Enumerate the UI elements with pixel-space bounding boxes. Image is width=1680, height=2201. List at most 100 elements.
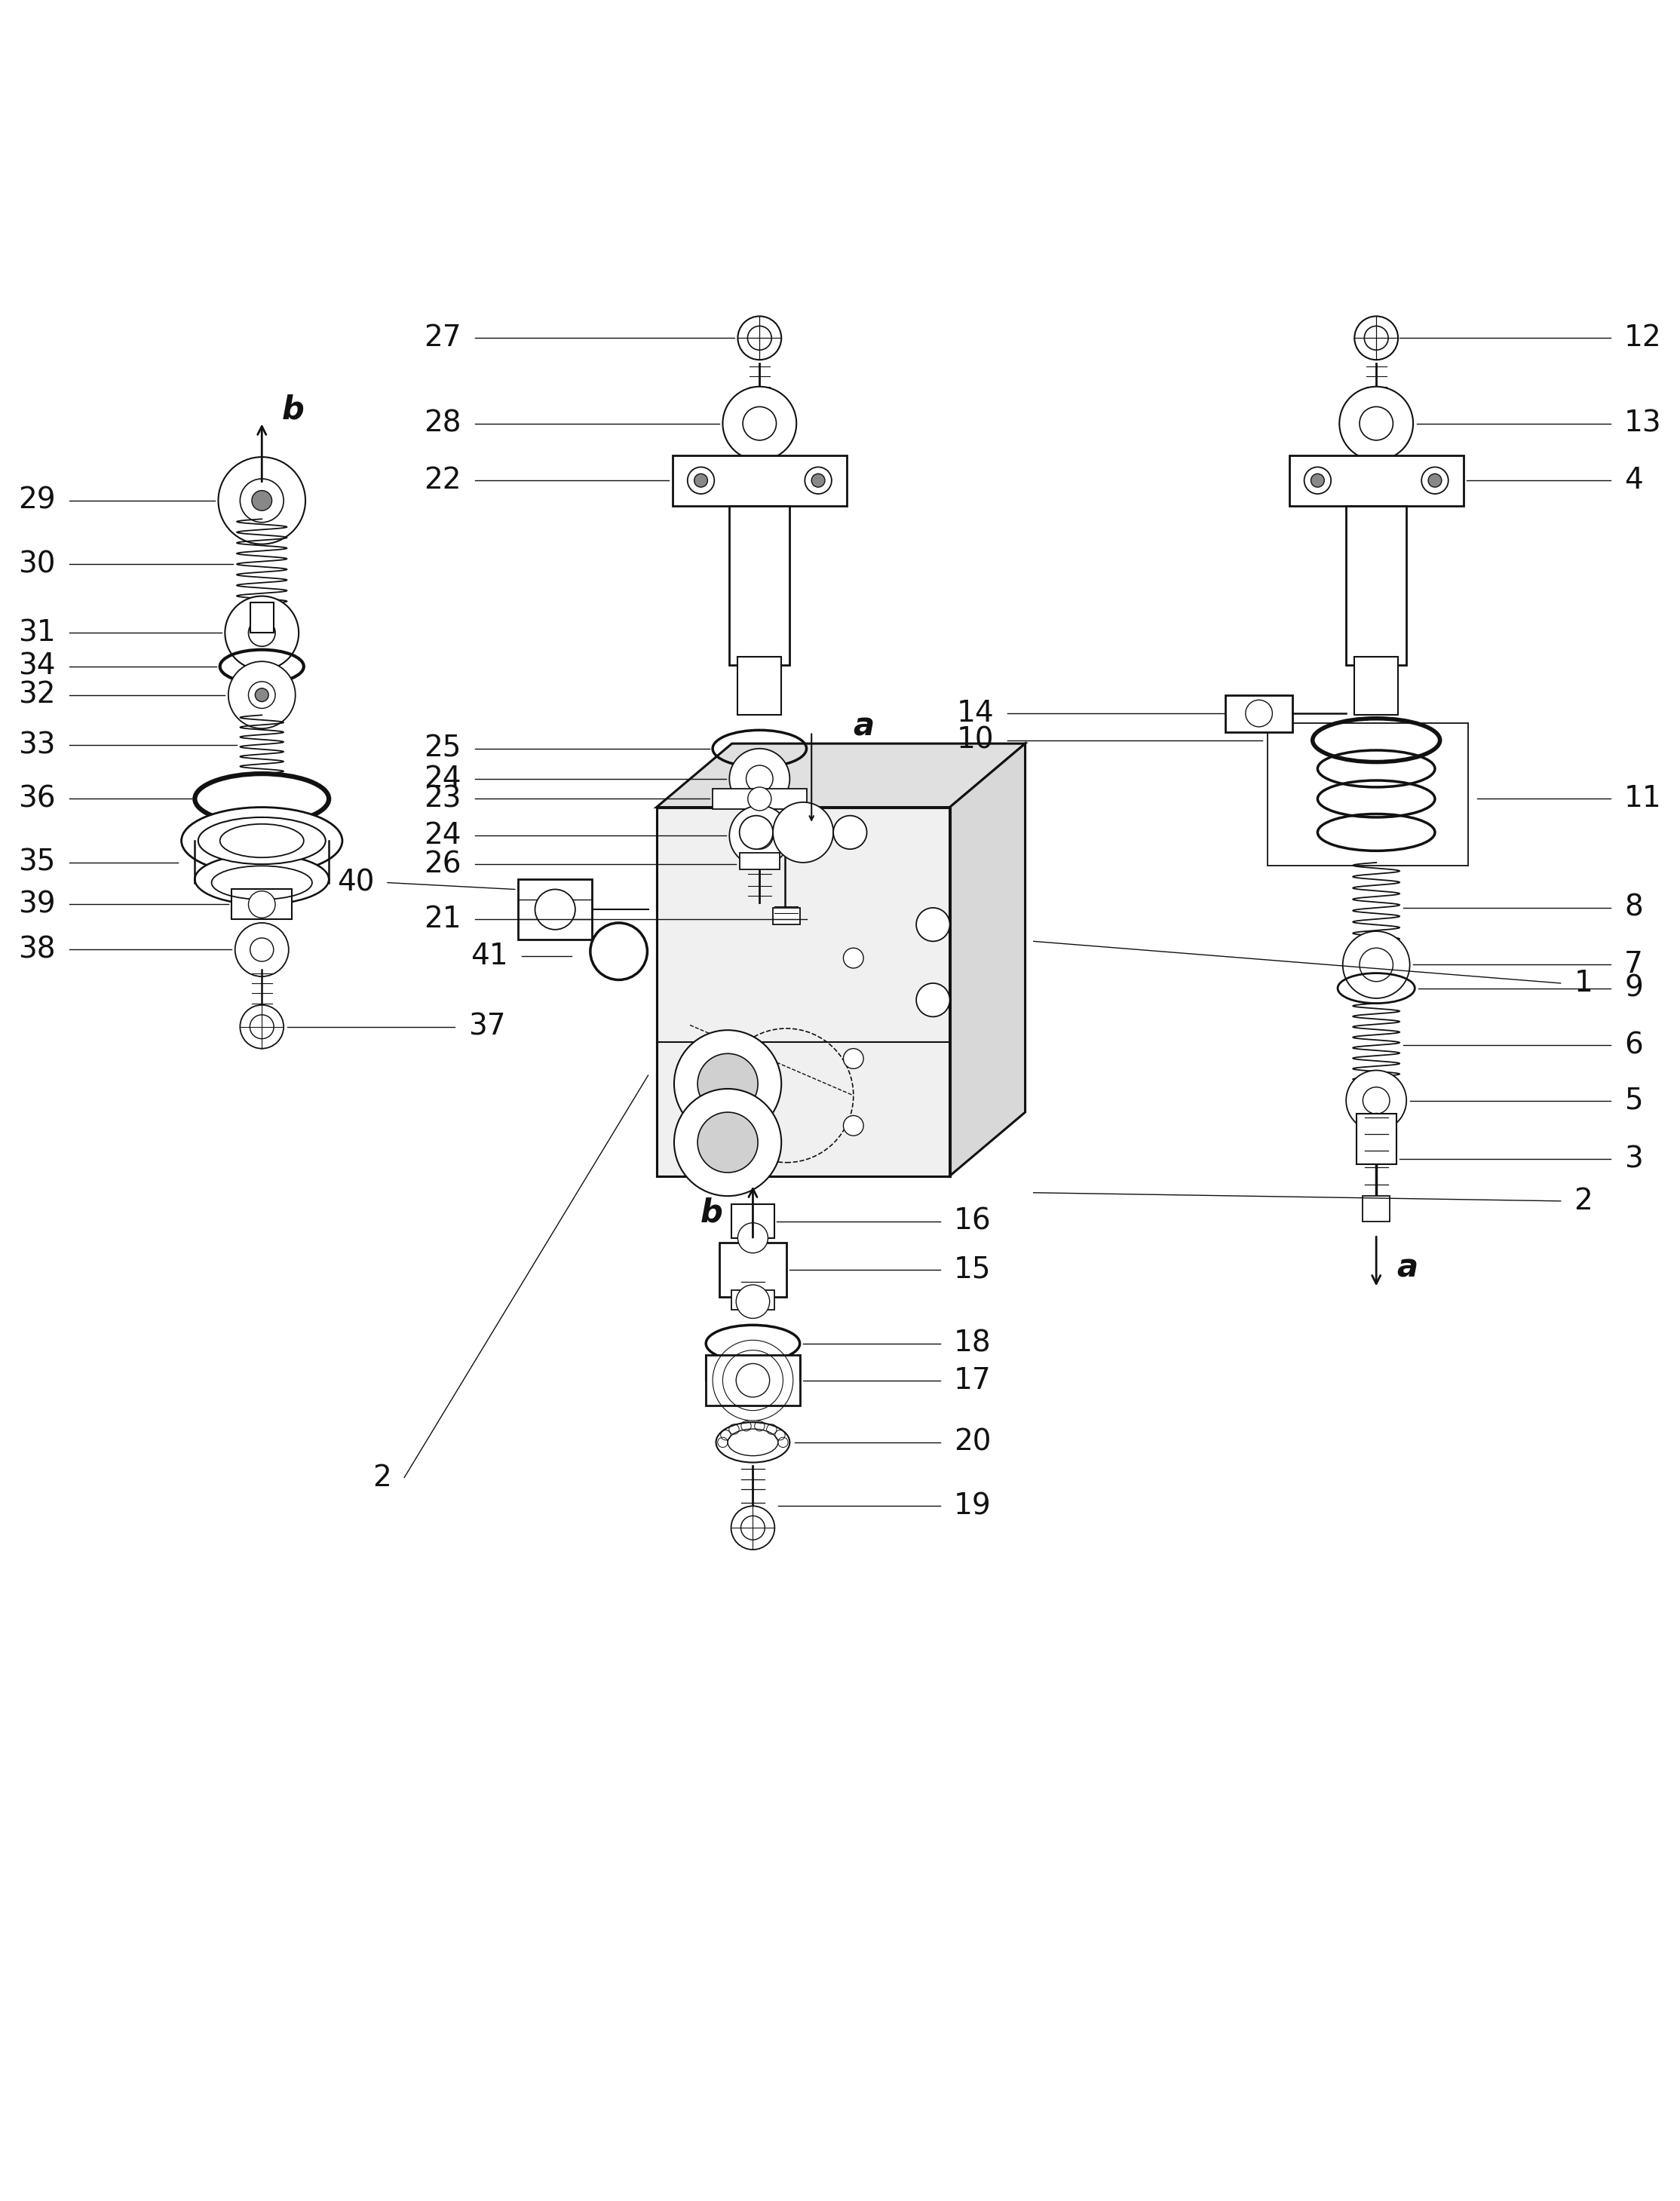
Ellipse shape xyxy=(195,854,329,905)
Text: 33: 33 xyxy=(18,731,55,759)
Circle shape xyxy=(916,984,949,1017)
Circle shape xyxy=(697,1112,758,1173)
Text: a: a xyxy=(1396,1252,1418,1283)
Circle shape xyxy=(249,618,276,647)
Circle shape xyxy=(1304,467,1331,493)
Bar xyxy=(1267,724,1468,865)
Circle shape xyxy=(736,1285,769,1318)
Circle shape xyxy=(228,663,296,729)
Text: 27: 27 xyxy=(423,324,462,352)
Text: 10: 10 xyxy=(956,726,995,755)
Circle shape xyxy=(1354,317,1398,359)
Circle shape xyxy=(1359,407,1393,440)
Circle shape xyxy=(1310,473,1324,486)
Text: 40: 40 xyxy=(336,869,375,898)
Circle shape xyxy=(738,317,781,359)
Text: 20: 20 xyxy=(954,1428,991,1457)
Bar xyxy=(773,907,800,924)
Text: 39: 39 xyxy=(18,889,55,918)
Bar xyxy=(657,808,949,1175)
Circle shape xyxy=(843,1116,864,1136)
Circle shape xyxy=(746,766,773,792)
Bar xyxy=(1289,456,1463,506)
Bar xyxy=(729,506,790,665)
Text: 30: 30 xyxy=(18,550,55,579)
Circle shape xyxy=(743,407,776,440)
Text: 16: 16 xyxy=(954,1206,991,1235)
Circle shape xyxy=(694,473,707,486)
Text: 13: 13 xyxy=(1625,409,1662,438)
Bar xyxy=(739,852,780,869)
Circle shape xyxy=(534,889,575,929)
Circle shape xyxy=(252,491,272,511)
Text: 36: 36 xyxy=(18,784,55,812)
Circle shape xyxy=(1342,931,1410,999)
Text: 1: 1 xyxy=(1574,968,1593,997)
Polygon shape xyxy=(949,744,1025,1175)
Circle shape xyxy=(1428,473,1441,486)
Circle shape xyxy=(240,480,284,522)
Bar xyxy=(712,788,806,810)
Circle shape xyxy=(746,823,773,850)
Circle shape xyxy=(805,467,832,493)
Bar xyxy=(517,878,591,940)
Text: 21: 21 xyxy=(423,905,462,933)
Text: 24: 24 xyxy=(423,821,462,850)
Circle shape xyxy=(250,938,274,962)
Text: 32: 32 xyxy=(18,680,55,709)
Circle shape xyxy=(1346,1070,1406,1131)
Bar xyxy=(731,1290,774,1310)
Text: 35: 35 xyxy=(18,847,55,876)
Text: 29: 29 xyxy=(18,486,55,515)
Text: 2: 2 xyxy=(373,1464,391,1492)
Bar xyxy=(1225,696,1292,731)
Circle shape xyxy=(1421,467,1448,493)
Bar xyxy=(1362,1195,1389,1222)
Circle shape xyxy=(1339,387,1413,460)
Bar xyxy=(738,656,781,715)
Text: 8: 8 xyxy=(1625,894,1643,922)
Circle shape xyxy=(1362,1087,1389,1114)
Circle shape xyxy=(255,689,269,702)
Bar xyxy=(672,456,847,506)
Circle shape xyxy=(729,748,790,810)
Text: 11: 11 xyxy=(1625,784,1662,812)
Circle shape xyxy=(811,473,825,486)
Circle shape xyxy=(739,817,773,850)
Circle shape xyxy=(1359,949,1393,982)
Bar xyxy=(1346,506,1406,665)
Text: 4: 4 xyxy=(1625,467,1643,495)
Text: 3: 3 xyxy=(1625,1145,1643,1173)
Bar xyxy=(657,808,949,1175)
Ellipse shape xyxy=(181,808,343,874)
Circle shape xyxy=(833,817,867,850)
Circle shape xyxy=(218,458,306,544)
Polygon shape xyxy=(657,744,1025,808)
Circle shape xyxy=(916,907,949,942)
Circle shape xyxy=(843,1048,864,1070)
Text: 9: 9 xyxy=(1625,973,1643,1001)
Circle shape xyxy=(249,891,276,918)
Text: 15: 15 xyxy=(954,1255,991,1283)
Bar xyxy=(1354,656,1398,715)
Text: 34: 34 xyxy=(18,651,55,680)
Text: b: b xyxy=(701,1197,722,1228)
Circle shape xyxy=(687,467,714,493)
Text: 37: 37 xyxy=(469,1012,506,1041)
Bar xyxy=(250,603,274,634)
Text: 38: 38 xyxy=(18,935,55,964)
Text: 25: 25 xyxy=(423,735,462,764)
Bar xyxy=(731,1204,774,1237)
Text: 41: 41 xyxy=(470,942,507,971)
Bar xyxy=(232,889,292,920)
Text: 6: 6 xyxy=(1625,1030,1643,1059)
Text: 5: 5 xyxy=(1625,1085,1643,1116)
Text: 2: 2 xyxy=(1574,1186,1593,1215)
Circle shape xyxy=(235,922,289,977)
Circle shape xyxy=(748,788,771,810)
Text: 24: 24 xyxy=(423,764,462,792)
Bar xyxy=(719,1244,786,1296)
Circle shape xyxy=(773,801,833,863)
Bar xyxy=(1356,1114,1396,1164)
Circle shape xyxy=(225,596,299,669)
